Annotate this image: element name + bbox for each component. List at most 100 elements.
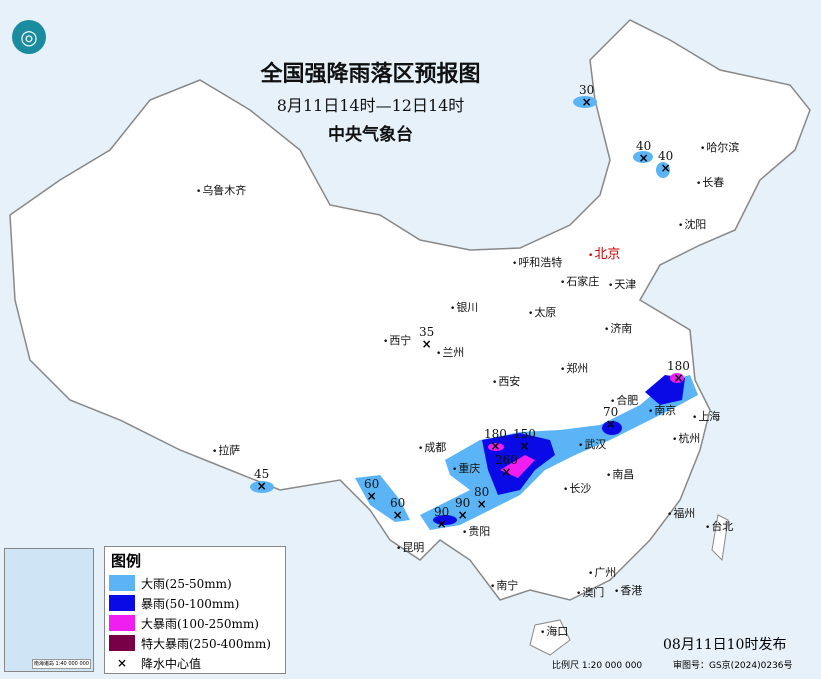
city-label: 济南 xyxy=(604,322,632,337)
issuer: 中央气象台 xyxy=(328,125,413,145)
rain-center: 40 × xyxy=(658,150,673,174)
city-label: 广州 xyxy=(588,566,616,581)
rain-center-value: 60 xyxy=(364,477,380,491)
city-label: 太原 xyxy=(528,306,556,321)
legend-swatch xyxy=(109,635,135,651)
rain-center-marker: × xyxy=(421,337,432,351)
rain-center-marker: × xyxy=(392,508,403,522)
rain-center-marker: × xyxy=(476,497,487,511)
review-number: 审图号：GS京(2024)0236号 xyxy=(673,661,793,671)
rain-center-value: 45 xyxy=(254,467,270,481)
rain-center-marker: × xyxy=(366,489,377,503)
rain-center-value: 60 xyxy=(390,496,406,510)
inset-caption: 南海诸岛 1:40 000 000 xyxy=(31,659,91,669)
heavy-rain-area xyxy=(656,162,670,178)
city-label: 石家庄 xyxy=(560,275,599,290)
city-label: 台北 xyxy=(705,520,733,535)
rain-center-marker: × xyxy=(581,95,592,109)
rain-center-marker: × xyxy=(519,439,530,453)
heavy-rain-area xyxy=(420,375,698,530)
rain-center-value: 150 xyxy=(513,427,536,441)
city-label: 天津 xyxy=(608,278,636,293)
rain-center: 80 × xyxy=(474,486,489,510)
heavy-rain-area xyxy=(355,475,410,522)
legend-item-heavy-rain: 大雨(25-50mm) xyxy=(109,573,285,593)
city-label: 兰州 xyxy=(436,346,464,361)
rain-center-marker: × xyxy=(638,151,649,165)
city-label: 香港 xyxy=(614,584,642,599)
city-label: 银川 xyxy=(450,301,478,316)
city-label: 西安 xyxy=(492,375,520,390)
rain-center-marker: × xyxy=(501,465,512,479)
torrential-rain-area xyxy=(488,443,504,451)
legend-item-torrential: 大暴雨(100-250mm) xyxy=(109,613,285,633)
rain-center-marker: × xyxy=(673,371,684,385)
rain-center-marker: × xyxy=(457,508,468,522)
rainstorm-area xyxy=(433,515,457,525)
torrential-rain-area xyxy=(670,373,684,383)
city-label: 贵阳 xyxy=(462,525,490,540)
legend-label: 暴雨(50-100mm) xyxy=(141,596,240,611)
rain-center: 45 × xyxy=(254,468,269,492)
forecast-period: 8月11日14时—12日14时 xyxy=(276,96,465,115)
legend-item-center: × 降水中心值 xyxy=(109,653,285,673)
legend-item-rainstorm: 暴雨(50-100mm) xyxy=(109,593,285,613)
legend-label: 大雨(25-50mm) xyxy=(141,576,232,591)
rain-center-marker: × xyxy=(660,161,671,175)
legend-label: 降水中心值 xyxy=(141,656,202,671)
city-label: 郑州 xyxy=(560,362,588,377)
rain-center: 35 × xyxy=(419,326,434,350)
legend-label: 大暴雨(100-250mm) xyxy=(141,616,259,631)
legend-item-extreme: 特大暴雨(250-400mm) xyxy=(109,633,285,653)
rain-center: 180 × xyxy=(484,428,507,452)
torrential-rain-area xyxy=(500,455,535,478)
city-label: 哈尔滨 xyxy=(700,141,739,156)
rain-center: 150 × xyxy=(513,428,536,452)
rain-center: 70 × xyxy=(603,406,618,430)
city-label: 武汉 xyxy=(578,438,606,453)
rain-center: 40 × xyxy=(636,140,651,164)
rain-center-value: 80 xyxy=(474,485,490,499)
map-scale: 比例尺 1:20 000 000 xyxy=(552,661,643,671)
city-label: 海口 xyxy=(540,625,568,640)
city-label: 福州 xyxy=(667,507,695,522)
south-china-sea-inset: 南海诸岛 1:40 000 000 xyxy=(4,548,94,672)
legend-title: 图例 xyxy=(111,552,142,570)
city-label: 重庆 xyxy=(452,462,480,477)
city-label: 西宁 xyxy=(383,334,411,349)
rain-center: 30 × xyxy=(579,84,594,108)
city-label: 南昌 xyxy=(606,468,634,483)
rain-center-value: 30 xyxy=(579,83,595,97)
rain-center-value: 180 xyxy=(484,427,507,441)
rain-center: 90 × xyxy=(434,506,449,530)
city-label: 澳门 xyxy=(576,586,604,601)
city-label: 长春 xyxy=(696,176,724,191)
rain-center-value: 180 xyxy=(667,359,690,373)
legend-swatch xyxy=(109,615,135,631)
city-label: 上海 xyxy=(692,410,720,425)
rain-center-value: 35 xyxy=(419,325,435,339)
rain-center: 60 × xyxy=(390,497,405,521)
city-label: 合肥 xyxy=(610,394,638,409)
legend-label: 特大暴雨(250-400mm) xyxy=(141,636,271,651)
rain-center: 260 × xyxy=(495,454,518,478)
heavy-rain-area xyxy=(250,481,274,493)
legend-swatch xyxy=(109,595,135,611)
heavy-rain-area xyxy=(573,96,597,108)
legend-swatch xyxy=(109,575,135,591)
city-label: 拉萨 xyxy=(212,444,240,459)
city-label: 乌鲁木齐 xyxy=(196,184,246,199)
rain-center: 180 × xyxy=(667,360,690,384)
rain-center-value: 90 xyxy=(434,505,450,519)
rain-center-marker: × xyxy=(436,517,447,531)
city-label: 沈阳 xyxy=(678,218,706,233)
rain-center-value: 90 xyxy=(455,496,471,510)
map-title: 全国强降雨落区预报图 xyxy=(260,61,481,87)
rain-center-marker: × xyxy=(605,417,616,431)
cma-logo: ◎ xyxy=(12,20,46,54)
city-label: 南京 xyxy=(648,404,676,419)
rain-center-marker: × xyxy=(490,439,501,453)
china-land xyxy=(9,19,811,601)
city-label: 呼和浩特 xyxy=(512,256,562,271)
